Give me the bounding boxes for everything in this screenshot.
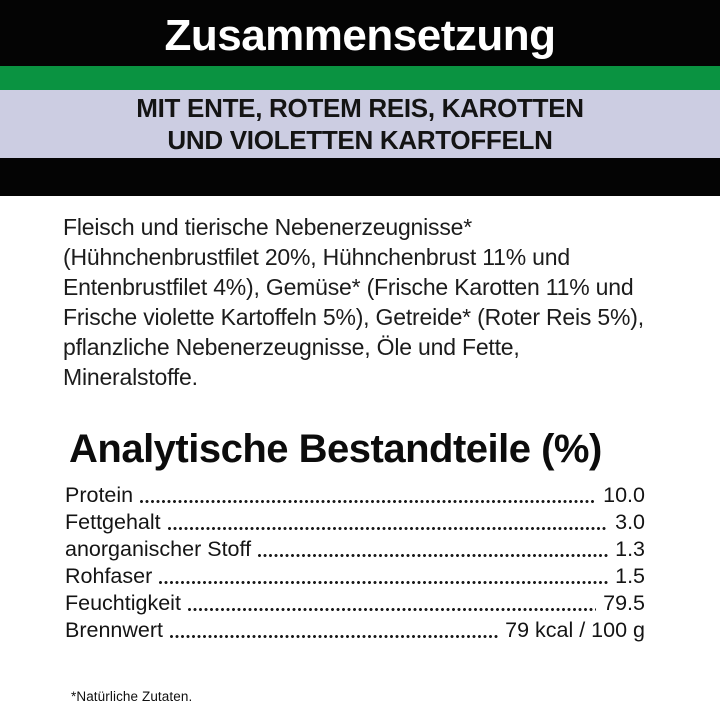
analysis-row-label: Protein [65,483,134,507]
variant-band: MIT ENTE, ROTEM REIS, KAROTTEN UND VIOLE… [0,90,720,158]
dotted-leader [167,527,609,530]
dotted-leader [159,581,609,584]
dotted-leader [187,608,597,611]
analysis-heading: Analytische Bestandteile (%) [69,427,602,471]
analysis-row-label: Fettgehalt [65,510,161,534]
composition-header-band: Zusammensetzung [0,0,720,66]
table-row: anorganischer Stoff 1.3 [65,535,645,562]
analysis-row-value: 79 kcal / 100 g [505,618,645,642]
divider-band [0,158,720,196]
analysis-row-label: anorganischer Stoff [65,537,252,561]
table-row: Feuchtigkeit 79.5 [65,589,645,616]
variant-line-1: MIT ENTE, ROTEM REIS, KAROTTEN [136,93,584,123]
analysis-row-value: 1.3 [615,537,645,561]
table-row: Fettgehalt 3.0 [65,508,645,535]
analysis-row-label: Feuchtigkeit [65,591,181,615]
natural-ingredients-footnote: *Natürliche Zutaten. [71,689,193,704]
green-accent-stripe [0,66,720,90]
variant-line-2: UND VIOLETTEN KARTOFFELN [167,125,553,155]
label-body: Fleisch und tierische Nebenerzeugnisse* … [0,196,720,704]
dotted-leader [170,635,499,638]
analysis-row-value: 79.5 [603,591,645,615]
composition-title: Zusammensetzung [164,11,556,60]
ingredients-paragraph: Fleisch und tierische Nebenerzeugnisse* … [63,214,644,390]
analysis-row-value: 10.0 [603,483,645,507]
dotted-leader [140,500,597,503]
analysis-row-label: Rohfaser [65,564,153,588]
dotted-leader [258,554,609,557]
table-row: Brennwert 79 kcal / 100 g [65,616,645,643]
table-row: Rohfaser 1.5 [65,562,645,589]
table-row: Protein 10.0 [65,481,645,508]
analysis-table: Protein 10.0 Fettgehalt 3.0 anorganische… [65,481,645,643]
analysis-row-value: 3.0 [615,510,645,534]
analysis-row-value: 1.5 [615,564,645,588]
analysis-row-label: Brennwert [65,618,163,642]
